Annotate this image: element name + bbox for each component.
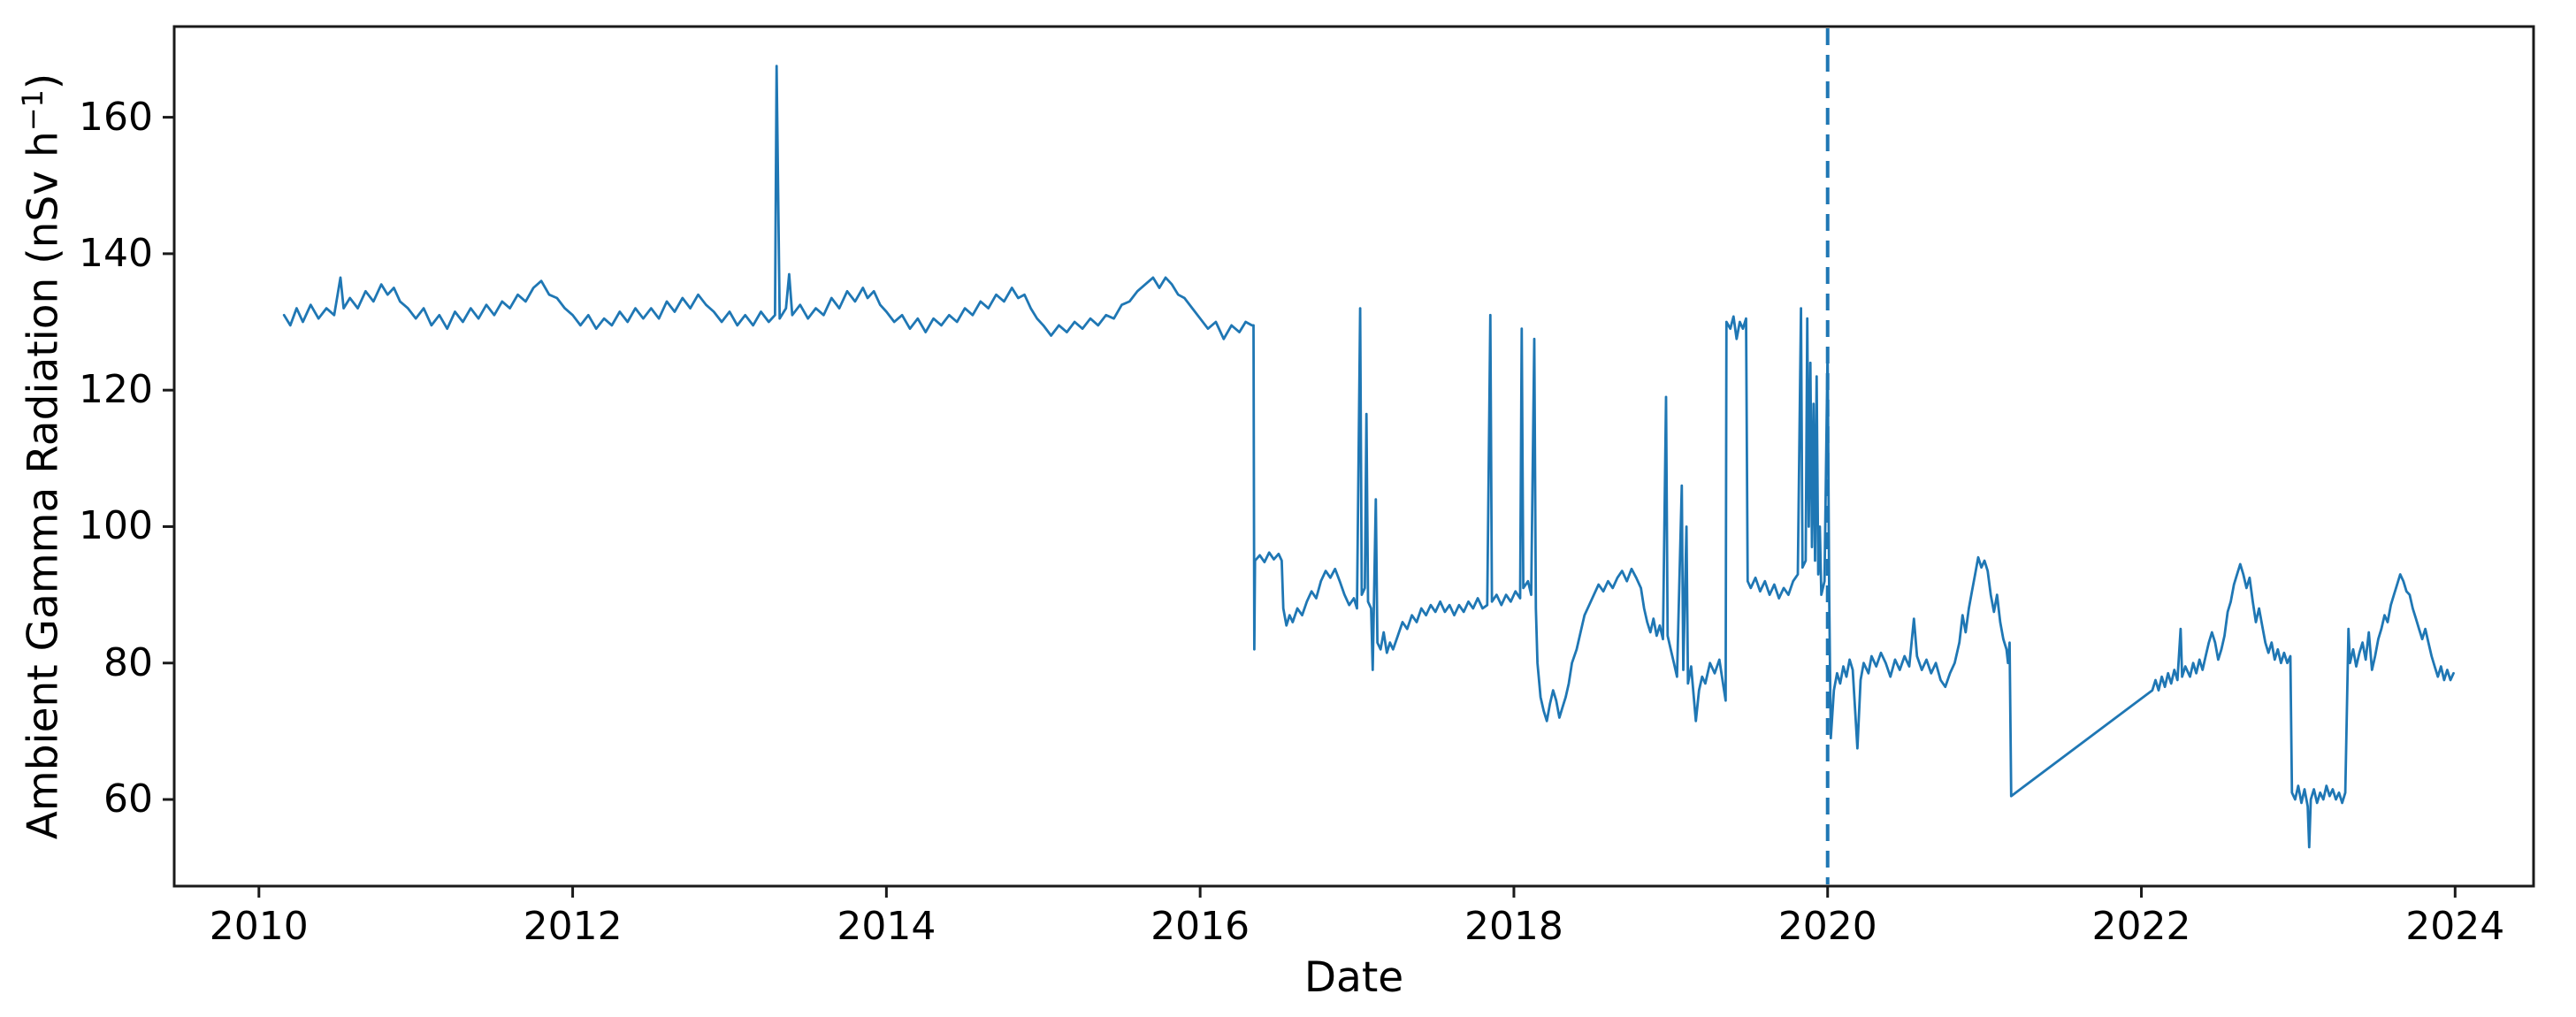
x-tick-label: 2010 [209,904,309,949]
y-axis-label-superscript: −1 [16,89,50,132]
y-tick-label: 120 [79,367,153,413]
y-axis-label-close: ) [19,73,68,90]
radiation-series-line [282,65,2455,849]
x-axis-ticks [257,886,2457,898]
x-axis-label: Date [1303,953,1404,1002]
plot-border [172,25,2535,888]
y-axis-ticks [163,116,174,801]
y-tick-label: 160 [79,94,153,140]
x-tick-label: 2014 [837,904,936,949]
y-tick-label: 80 [103,639,153,685]
x-tick-label: 2018 [1464,904,1563,949]
y-axis-label-text: Ambient Gamma Radiation (nSv h [19,131,68,840]
y-axis-label: Ambient Gamma Radiation (nSv h−1) [16,73,68,839]
x-tick-label: 2024 [2405,904,2505,949]
x-tick-label: 2012 [523,904,623,949]
x-tick-label: 2022 [2091,904,2191,949]
x-tick-label: 2016 [1150,904,1250,949]
y-tick-label: 100 [79,503,153,549]
y-tick-label: 60 [103,776,153,822]
y-tick-label: 140 [79,230,153,276]
x-tick-label: 2020 [1777,904,1877,949]
